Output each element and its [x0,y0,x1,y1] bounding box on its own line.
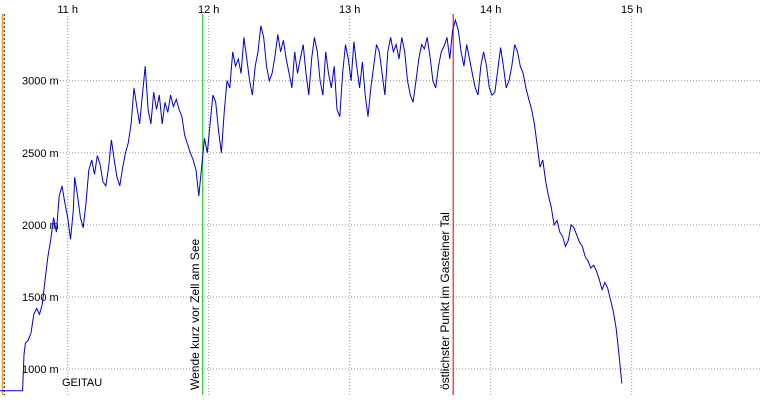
y-tick-label: 2000 m [22,220,59,232]
series-layer [0,18,623,392]
x-tick-label: 11 h [57,4,78,16]
start-location-label: GEITAU [62,377,102,389]
x-tick-label: 12 h [198,4,219,16]
y-tick-label: 2500 m [22,148,59,160]
elevation-line [0,18,623,392]
y-tick-label: 3000 m [22,76,59,88]
grid [60,16,760,395]
marker-label: Wende kurz vor Zell am See [188,239,202,390]
event-markers: Wende kurz vor Zell am See östlichster Pu… [1,14,454,395]
y-tick-label: 1000 m [22,364,59,376]
x-tick-label: 14 h [480,4,501,16]
x-tick-label: 13 h [339,4,360,16]
y-tick-label: 1500 m [22,292,59,304]
tick-labels: 1000 m 1500 m 2000 m 2500 m 3000 m 11 h 12 h 13… [22,4,642,376]
x-tick-label: 15 h [621,4,642,16]
marker-label: östlichster Punkt im Gasteiner Tal [438,212,452,390]
